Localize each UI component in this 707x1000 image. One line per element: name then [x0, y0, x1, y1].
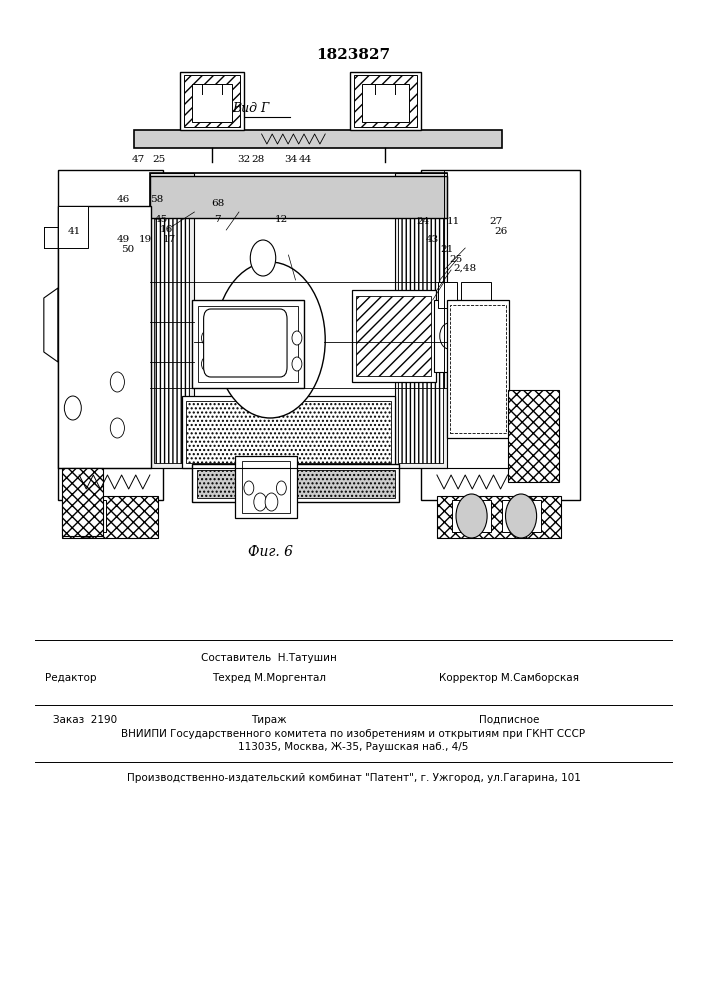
- Bar: [350, 72, 421, 130]
- Bar: [180, 72, 244, 130]
- Text: 19: 19: [139, 234, 151, 243]
- Text: 43: 43: [426, 235, 439, 244]
- Circle shape: [201, 331, 211, 345]
- Bar: [421, 170, 580, 500]
- Text: 68: 68: [211, 200, 224, 209]
- Circle shape: [292, 357, 302, 371]
- Bar: [150, 173, 194, 468]
- Text: ВНИИПИ Государственного комитета по изобретениям и открытиям при ГКНТ СССР: ВНИИПИ Государственного комитета по изоб…: [122, 729, 585, 739]
- Bar: [58, 206, 151, 468]
- Text: 113035, Москва, Ж-35, Раушская наб., 4/5: 113035, Москва, Ж-35, Раушская наб., 4/5: [238, 742, 469, 752]
- Text: Техред М.Моргентал: Техред М.Моргентал: [211, 673, 326, 683]
- Bar: [508, 390, 559, 482]
- Bar: [62, 468, 103, 536]
- Text: 28: 28: [252, 155, 264, 164]
- Bar: [182, 396, 395, 468]
- Bar: [352, 290, 436, 382]
- Text: 49: 49: [117, 234, 130, 243]
- Bar: [235, 456, 297, 518]
- Circle shape: [71, 494, 102, 538]
- Text: 46: 46: [117, 196, 130, 205]
- Circle shape: [201, 357, 211, 371]
- Circle shape: [64, 396, 81, 420]
- Text: 41: 41: [68, 228, 81, 236]
- Bar: [192, 84, 232, 122]
- Bar: [395, 173, 447, 468]
- Text: 25: 25: [153, 155, 165, 164]
- Circle shape: [259, 324, 281, 356]
- Bar: [154, 178, 189, 463]
- Text: 25: 25: [450, 254, 462, 263]
- Circle shape: [215, 262, 325, 418]
- Text: 24: 24: [416, 218, 429, 227]
- Bar: [134, 130, 502, 148]
- Bar: [67, 500, 106, 532]
- Bar: [452, 500, 491, 532]
- Bar: [58, 170, 163, 500]
- Text: Фиг. 6: Фиг. 6: [247, 545, 293, 559]
- Circle shape: [440, 323, 458, 349]
- Bar: [192, 300, 304, 388]
- Bar: [398, 178, 443, 463]
- Bar: [502, 500, 541, 532]
- Text: 11: 11: [448, 218, 460, 227]
- Text: Редактор: Редактор: [45, 673, 96, 683]
- Circle shape: [250, 240, 276, 276]
- Bar: [62, 496, 158, 538]
- Text: 27: 27: [490, 218, 503, 227]
- Text: Вид Г: Вид Г: [233, 102, 269, 115]
- Text: 7: 7: [214, 216, 221, 225]
- Circle shape: [110, 418, 124, 438]
- Circle shape: [110, 372, 124, 392]
- Text: Заказ  2190: Заказ 2190: [53, 715, 117, 725]
- Bar: [461, 282, 491, 312]
- Bar: [150, 173, 447, 468]
- Bar: [186, 401, 391, 463]
- Circle shape: [254, 493, 267, 511]
- Text: 58: 58: [151, 196, 163, 205]
- Circle shape: [265, 493, 278, 511]
- Text: Подписное: Подписное: [479, 715, 539, 725]
- Text: 47: 47: [132, 155, 144, 164]
- Bar: [354, 75, 417, 127]
- Polygon shape: [44, 288, 58, 362]
- Text: 50: 50: [121, 245, 134, 254]
- Bar: [58, 206, 88, 248]
- Text: Корректор М.Самборская: Корректор М.Самборская: [439, 673, 579, 683]
- Bar: [447, 300, 509, 438]
- Text: 17: 17: [163, 235, 176, 244]
- Text: Составитель  Н.Татушин: Составитель Н.Татушин: [201, 653, 337, 663]
- Bar: [356, 296, 431, 376]
- Circle shape: [506, 494, 537, 538]
- Bar: [438, 282, 457, 308]
- Bar: [198, 306, 298, 382]
- Circle shape: [456, 494, 487, 538]
- FancyBboxPatch shape: [204, 309, 287, 377]
- Text: 34: 34: [285, 155, 298, 164]
- Bar: [197, 470, 395, 498]
- Bar: [450, 305, 506, 433]
- Bar: [362, 84, 409, 122]
- Bar: [434, 300, 464, 372]
- Circle shape: [276, 481, 286, 495]
- Text: 2,48: 2,48: [454, 263, 477, 272]
- Bar: [150, 176, 447, 218]
- Circle shape: [292, 331, 302, 345]
- Bar: [192, 464, 399, 502]
- Text: 16: 16: [160, 226, 173, 234]
- Bar: [242, 461, 290, 513]
- Bar: [184, 75, 240, 127]
- Text: 1823827: 1823827: [317, 48, 390, 62]
- Bar: [437, 496, 561, 538]
- Text: 32: 32: [238, 155, 250, 164]
- Circle shape: [244, 481, 254, 495]
- Text: Тираж: Тираж: [251, 715, 286, 725]
- Text: 21: 21: [440, 245, 453, 254]
- Text: 12: 12: [275, 216, 288, 225]
- Text: Производственно-издательский комбинат "Патент", г. Ужгород, ул.Гагарина, 101: Производственно-издательский комбинат "П…: [127, 773, 580, 783]
- Text: 26: 26: [494, 228, 507, 236]
- Text: 45: 45: [155, 216, 168, 225]
- Text: 44: 44: [299, 155, 312, 164]
